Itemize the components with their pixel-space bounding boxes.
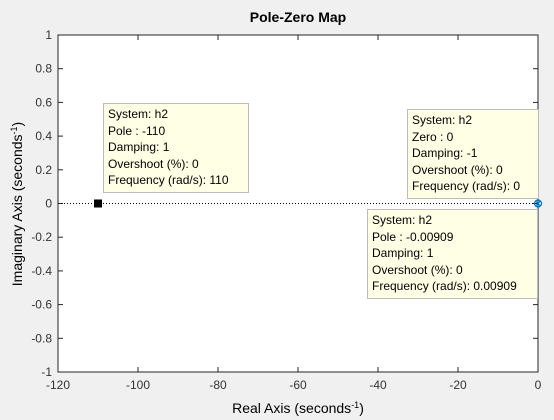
datatip-overshoot: Overshoot (%): 0	[412, 162, 503, 177]
y-tick-label: -0.8	[31, 331, 52, 345]
datatip-overshoot: Overshoot (%): 0	[372, 262, 463, 277]
y-tick-label: 0.8	[35, 62, 52, 76]
y-tick-label: 1	[45, 28, 52, 42]
datatip-system: System: h2	[412, 113, 473, 127]
y-tick-label: -1	[41, 365, 52, 379]
pole-marker[interactable]	[94, 199, 102, 208]
datatip-frequency: Frequency (rad/s): 0	[412, 179, 521, 193]
y-tick-label: 0.6	[35, 95, 52, 109]
y-tick-label: -0.4	[31, 264, 52, 278]
datatip-damping: Damping: 1	[108, 140, 170, 154]
x-axis-label: Real Axis (seconds-1)	[232, 400, 364, 416]
zero-marker[interactable]	[533, 199, 543, 208]
y-tick-label: -0.6	[31, 298, 52, 312]
y-tick-label: 0.4	[35, 129, 52, 143]
datatip-damping: Damping: -1	[412, 146, 478, 160]
x-tick-label: 0	[535, 378, 542, 392]
datatip-zero-value: Zero : 0	[412, 129, 454, 144]
datatip-pole-value: Pole : -0.00909	[372, 229, 454, 244]
x-tick-label: -60	[289, 378, 307, 392]
datatip-frequency: Frequency (rad/s): 0.00909	[372, 279, 517, 293]
y-tick-label: -0.2	[31, 230, 52, 244]
datatip-zero-0[interactable]: System: h2 Zero : 0 Damping: -1 Overshoo…	[407, 109, 539, 199]
datatip-pole-110[interactable]: System: h2 Pole : -110 Damping: 1 Oversh…	[103, 103, 249, 193]
pole-marker[interactable]	[535, 200, 541, 207]
datatip-system: System: h2	[372, 213, 433, 227]
datatip-pole-small[interactable]: System: h2 Pole : -0.00909 Damping: 1 Ov…	[367, 209, 538, 299]
y-tick-label: 0	[45, 197, 52, 211]
datatip-damping: Damping: 1	[372, 246, 434, 260]
y-tick-label: 0.2	[35, 163, 52, 177]
x-tick-label: -80	[209, 378, 227, 392]
datatip-pole-value: Pole : -110	[108, 123, 166, 138]
x-tick-label: -100	[126, 378, 150, 392]
x-tick-label: -40	[369, 378, 387, 392]
chart-title: Pole-Zero Map	[250, 9, 346, 25]
x-tick-label: -20	[449, 378, 467, 392]
datatip-system: System: h2	[108, 107, 169, 121]
datatip-frequency: Frequency (rad/s): 110	[108, 173, 229, 187]
datatip-overshoot: Overshoot (%): 0	[108, 156, 199, 171]
x-tick-label: -120	[46, 378, 70, 392]
y-axis-label: Imaginary Axis (seconds-1)	[9, 122, 25, 286]
